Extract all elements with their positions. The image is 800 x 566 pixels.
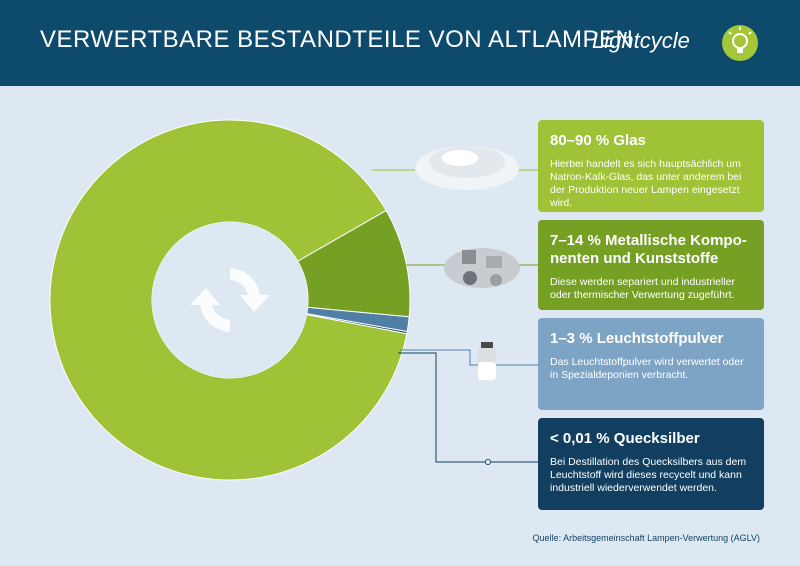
- lightbulb-icon: [722, 25, 758, 61]
- card-metal-text: Diese werden separiert und industrieller…: [550, 276, 736, 301]
- card-glass: 80–90 % Glas Hierbei handelt es sich hau…: [538, 120, 764, 212]
- header-bar: VERWERTBARE BESTANDTEILE VON ALTLAMPEN L…: [0, 0, 800, 86]
- card-powder-title: 1–3 % Leuchtstoffpulver: [550, 330, 724, 347]
- leader-line-powder: [400, 349, 538, 366]
- metal-parts-icon: [444, 248, 520, 288]
- mercury-dot: [485, 459, 491, 465]
- card-glass-title: 80–90 % Glas: [550, 132, 646, 149]
- card-metal-title: 7–14 % Metallische Kompo­nenten und Kuns…: [550, 232, 747, 267]
- card-mercury: < 0,01 % Quecksilber Bei Destillation de…: [538, 418, 764, 510]
- card-metal: 7–14 % Metallische Kompo­nenten und Kuns…: [538, 220, 764, 310]
- card-powder-text: Das Leuchtstoffpulver wird verwertet ode…: [550, 356, 744, 381]
- glass-shards-icon: [415, 146, 519, 190]
- card-mercury-text: Bei Destillation des Quecksilbers aus de…: [550, 456, 747, 494]
- slice-glass: [49, 119, 408, 481]
- leader-line-mercury: [398, 352, 487, 463]
- source-note: Quelle: Arbeitsgemeinschaft Lampen-Verwe…: [532, 533, 760, 543]
- powder-jar-icon: [478, 342, 496, 380]
- recycle-icon: [190, 268, 270, 332]
- donut-hole: [152, 222, 308, 378]
- brand-logo: Lightcycle: [592, 28, 690, 53]
- card-powder: 1–3 % Leuchtstoffpulver Das Leuchtstoffp…: [538, 318, 764, 410]
- card-glass-text: Hierbei handelt es sich hauptsächlich um…: [550, 158, 742, 209]
- card-mercury-title: < 0,01 % Quecksilber: [550, 430, 700, 447]
- page-title: VERWERTBARE BESTANDTEILE VON ALTLAMPEN: [40, 26, 634, 53]
